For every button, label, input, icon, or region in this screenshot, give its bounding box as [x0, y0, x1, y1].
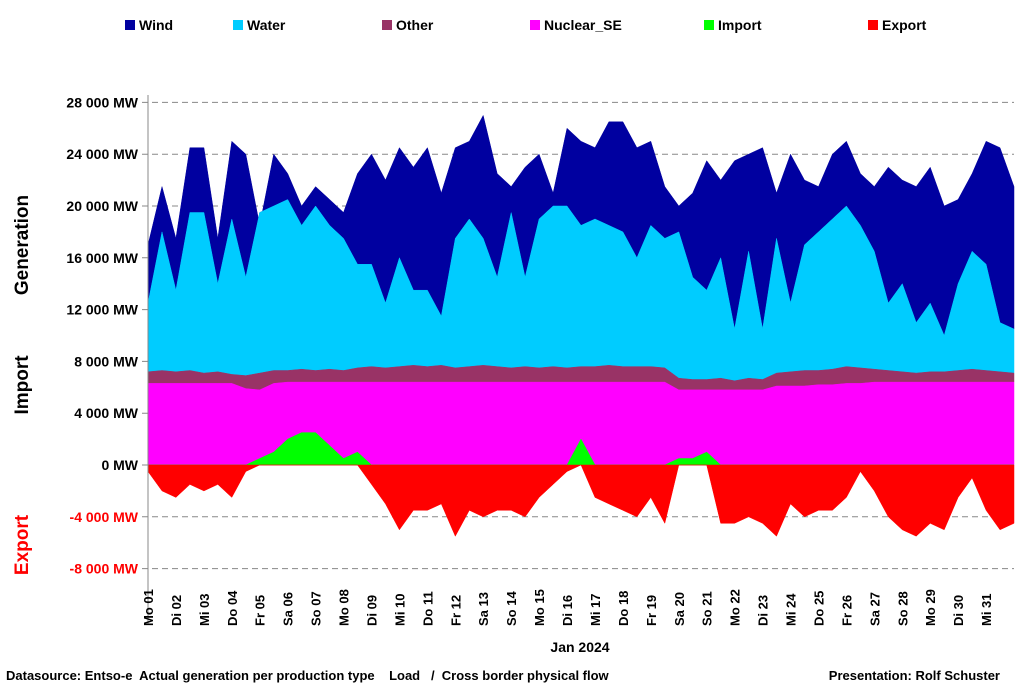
x-tick-label: Fr 05: [253, 595, 268, 626]
y-tick-label: 24 000 MW: [66, 146, 138, 162]
legend-swatch: [868, 20, 878, 30]
legend: Wind Water Other Nuclear_SE Import Export: [125, 17, 927, 33]
x-tick-label: Mi 03: [197, 593, 212, 626]
x-tick-label: Sa 20: [672, 592, 687, 626]
legend-item-water: Water: [233, 17, 286, 33]
legend-item-wind: Wind: [125, 17, 173, 33]
area-export: [147, 464, 1015, 537]
legend-swatch: [704, 20, 714, 30]
x-tick-label: Sa 13: [476, 592, 491, 626]
legend-swatch: [125, 20, 135, 30]
legend-label: Wind: [139, 17, 173, 33]
x-tick-label: Fr 19: [644, 595, 659, 626]
y-tick-label: -4 000 MW: [70, 509, 139, 525]
side-label-import: Import: [12, 355, 33, 415]
x-axis-title: Jan 2024: [550, 639, 609, 655]
x-tick-label: Mi 17: [588, 593, 603, 626]
x-tick-label: Mi 31: [979, 593, 994, 626]
x-tick-label: Mo 01: [141, 589, 156, 626]
x-tick-label: So 28: [895, 591, 910, 626]
y-tick-label: 8 000 MW: [74, 353, 139, 369]
footer-source: Datasource: Entso-e Actual generation pe…: [6, 668, 610, 683]
legend-item-import: Import: [704, 17, 762, 33]
legend-label: Nuclear_SE: [544, 17, 622, 33]
x-tick-label: Do 18: [616, 591, 631, 626]
y-tick-label: 12 000 MW: [66, 302, 138, 318]
x-tick-label: Mi 10: [392, 593, 407, 626]
x-tick-label: Di 30: [951, 595, 966, 626]
y-tick-label: 4 000 MW: [74, 405, 139, 421]
legend-label: Import: [718, 17, 762, 33]
x-tick-label: Mi 24: [784, 593, 799, 626]
footer-credit: Presentation: Rolf Schuster: [829, 668, 1000, 683]
x-tick-label: Do 11: [420, 591, 435, 626]
x-tick-label: Fr 26: [839, 595, 854, 626]
x-tick-label: Di 16: [560, 595, 575, 626]
legend-label: Water: [247, 17, 286, 33]
side-label-generation: Generation: [12, 195, 33, 295]
legend-swatch: [382, 20, 392, 30]
axes: 28 000 MW 24 000 MW 20 000 MW 16 000 MW 12 0…: [12, 94, 994, 626]
legend-label: Other: [396, 17, 434, 33]
x-tick-label: Di 02: [169, 595, 184, 626]
legend-item-other: Other: [382, 17, 434, 33]
x-tick-label: Mo 15: [532, 589, 547, 626]
y-tick-label: 28 000 MW: [66, 94, 138, 110]
x-tick-label: Di 09: [364, 595, 379, 626]
stacked-areas: [147, 115, 1015, 537]
legend-item-nuclear-se: Nuclear_SE: [530, 17, 622, 33]
legend-swatch: [233, 20, 243, 30]
x-tick-label: Mo 29: [923, 589, 938, 626]
y-tick-label: 0 MW: [101, 457, 138, 473]
x-tick-label: Do 25: [811, 591, 826, 626]
x-tick-label: Do 04: [225, 590, 240, 626]
x-tick-label: So 21: [700, 591, 715, 626]
y-tick-label: 16 000 MW: [66, 250, 138, 266]
x-tick-label: Sa 27: [867, 592, 882, 626]
x-tick-label: So 14: [504, 591, 519, 626]
legend-item-export: Export: [868, 17, 927, 33]
x-tick-label: Fr 12: [448, 595, 463, 626]
x-tick-label: Mo 22: [728, 589, 743, 626]
x-tick-label: Mo 08: [337, 589, 352, 626]
x-tick-label: Sa 06: [281, 592, 296, 626]
legend-label: Export: [882, 17, 927, 33]
legend-swatch: [530, 20, 540, 30]
y-tick-label: -8 000 MW: [70, 561, 139, 577]
y-tick-label: 20 000 MW: [66, 198, 138, 214]
x-tick-label: Di 23: [756, 595, 771, 626]
side-label-export: Export: [12, 514, 33, 575]
x-tick-label: So 07: [309, 591, 324, 626]
